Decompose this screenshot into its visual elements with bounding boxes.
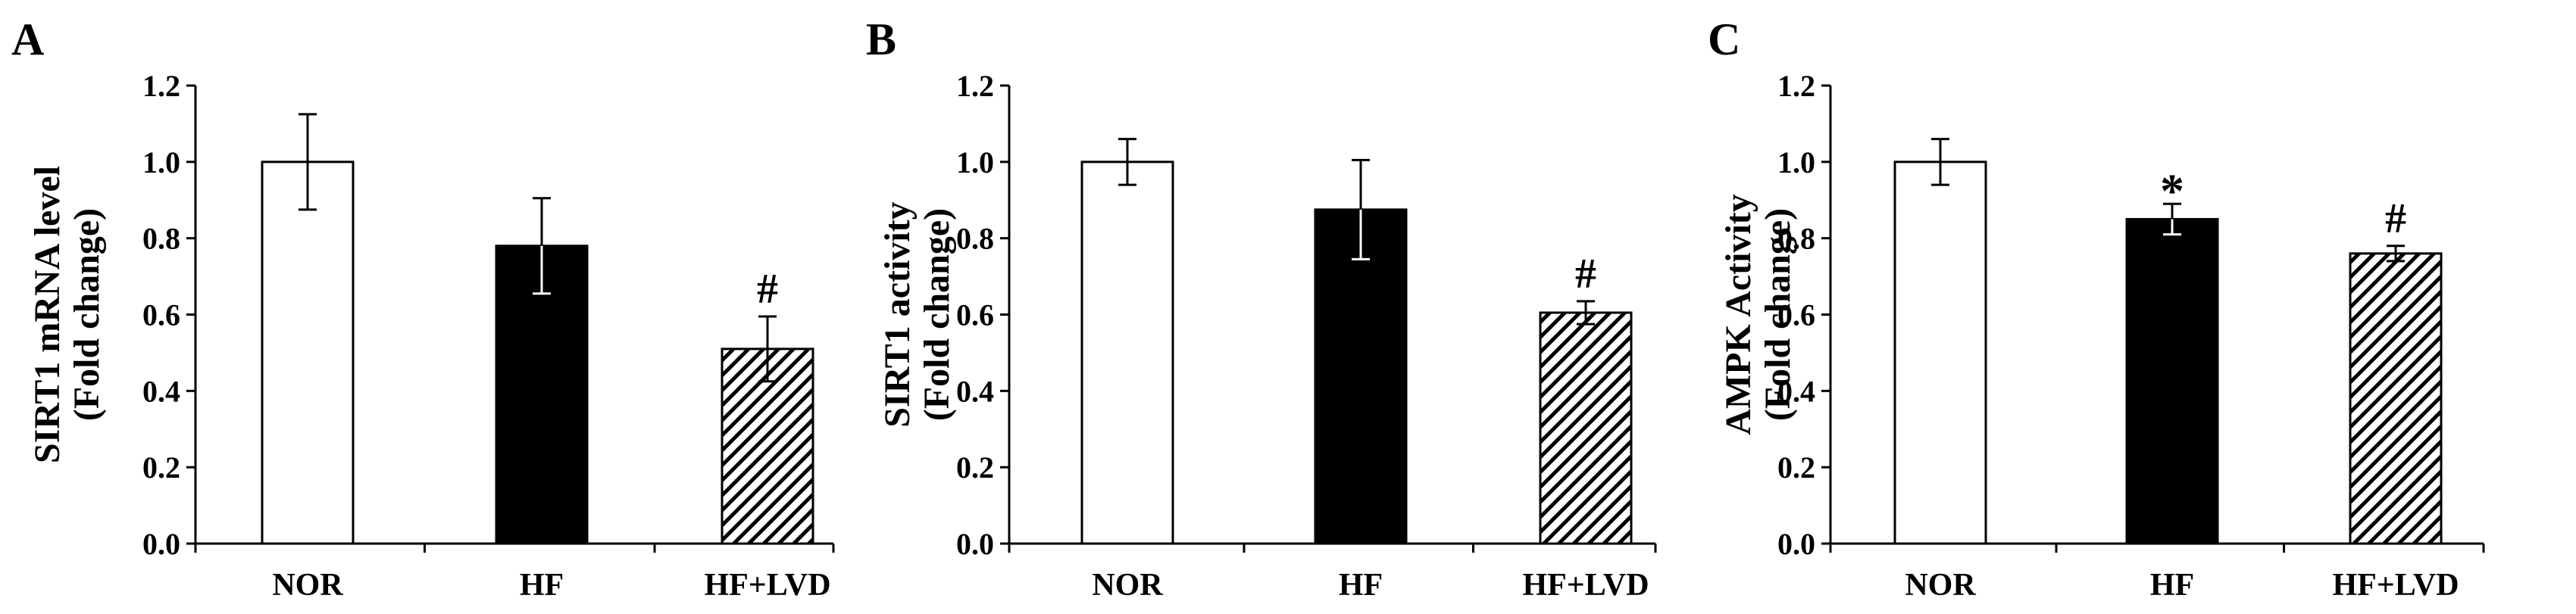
y-tick-label: 1.0 bbox=[1777, 145, 1815, 179]
bar-hf-lvd bbox=[2349, 252, 2443, 545]
panel-b: B SIRT1 activity (Fold change) 0.0 0.2 0.4 0.6… bbox=[866, 14, 1657, 603]
panel-c: C AMPK Activity (Fold change) 0.0 0.2 0.4 0.6 0… bbox=[1708, 14, 2485, 603]
y-tick-label: 0.8 bbox=[142, 222, 180, 256]
y-axis-title: SIRT1 activity bbox=[877, 201, 918, 427]
bar-hf-lvd bbox=[1539, 311, 1633, 545]
y-tick-label: 1.2 bbox=[956, 69, 994, 103]
y-axis-title-unit: (Fold change) bbox=[917, 208, 957, 421]
bar-nor bbox=[1080, 161, 1174, 545]
y-tick-label: 1.2 bbox=[1777, 69, 1815, 103]
x-tick-label: HF+LVD bbox=[2332, 568, 2459, 603]
y-axis-title-unit: (Fold change) bbox=[1758, 208, 1798, 421]
y-tick-label: 0.2 bbox=[142, 450, 180, 485]
y-axis-title-unit: (Fold change) bbox=[67, 208, 107, 421]
significance-hash: # bbox=[757, 266, 778, 313]
x-tick-label: HF+LVD bbox=[1522, 568, 1649, 603]
significance-star: * bbox=[2160, 164, 2184, 217]
panel-letter: C bbox=[1708, 14, 1740, 64]
y-axis-title: SIRT1 mRNA level bbox=[27, 166, 67, 463]
x-tick-label: HF bbox=[520, 568, 564, 603]
y-tick-label: 0.2 bbox=[1777, 450, 1815, 485]
y-tick-label: 0.4 bbox=[142, 374, 180, 408]
x-tick-label: HF bbox=[2150, 568, 2194, 603]
panel-letter: A bbox=[11, 14, 44, 64]
y-tick-label: 0.8 bbox=[1777, 222, 1815, 256]
bar-nor bbox=[1893, 161, 1987, 545]
y-tick-label: 0.4 bbox=[956, 374, 994, 408]
y-tick-label: 0.6 bbox=[956, 298, 994, 332]
bar-hf bbox=[1314, 208, 1408, 545]
panel-letter: B bbox=[866, 14, 896, 64]
y-tick-label: 0.6 bbox=[1777, 298, 1815, 332]
y-tick-label: 0.0 bbox=[956, 527, 994, 561]
x-tick-label: NOR bbox=[1905, 568, 1976, 603]
y-tick-label: 0.8 bbox=[956, 222, 994, 256]
y-tick-label: 0.6 bbox=[142, 298, 180, 332]
y-tick-label: 0.2 bbox=[956, 450, 994, 485]
bar-hf bbox=[2125, 217, 2219, 545]
x-tick-label: HF bbox=[1339, 568, 1383, 603]
x-tick-label: HF+LVD bbox=[704, 568, 830, 603]
significance-hash: # bbox=[1575, 251, 1596, 298]
y-tick-label: 0.0 bbox=[142, 527, 180, 561]
y-tick-label: 1.0 bbox=[142, 145, 180, 179]
significance-hash: # bbox=[2385, 195, 2406, 242]
panel-a: A SIRT1 mRNA level (Fold change) 0.0 0.2 0.4 0… bbox=[11, 14, 835, 603]
y-tick-label: 1.2 bbox=[142, 69, 180, 103]
y-tick-label: 0.0 bbox=[1777, 527, 1815, 561]
x-tick-label: NOR bbox=[1092, 568, 1163, 603]
y-axis-title: AMPK Activity bbox=[1718, 194, 1758, 435]
x-tick-label: NOR bbox=[272, 568, 343, 603]
bar-nor bbox=[261, 161, 355, 545]
y-tick-label: 1.0 bbox=[956, 145, 994, 179]
y-tick-label: 0.4 bbox=[1777, 374, 1815, 408]
